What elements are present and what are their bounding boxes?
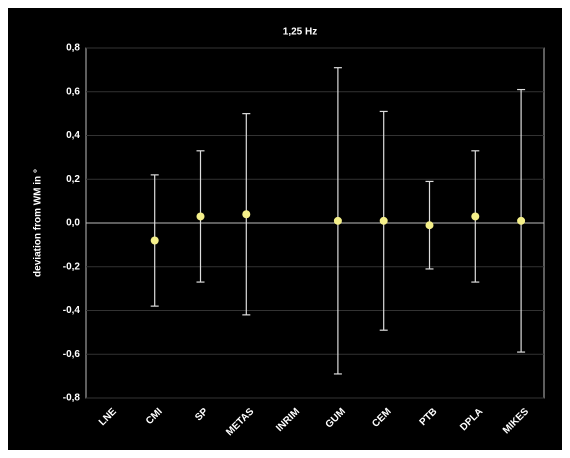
y-tick-label: -0,4 [63,305,81,316]
y-tick-label: 0,0 [66,218,80,229]
y-tick-label: 0,8 [66,43,80,54]
data-point [196,212,205,221]
data-point [333,216,342,225]
data-point [150,236,159,245]
y-tick-label: 0,2 [66,174,80,185]
chart-background [8,8,562,450]
data-point [517,216,526,225]
y-axis-label: deviation from WM in ° [33,169,44,277]
data-point [379,216,388,225]
y-tick-label: 0,6 [66,86,80,97]
data-point [425,221,434,230]
chart-title: 1,25 Hz [283,27,317,38]
data-point [471,212,480,221]
y-tick-label: 0,4 [66,130,80,141]
y-tick-label: -0,6 [63,349,81,360]
y-tick-label: -0,8 [63,393,81,404]
y-tick-label: -0,2 [63,261,81,272]
data-point [242,210,251,219]
